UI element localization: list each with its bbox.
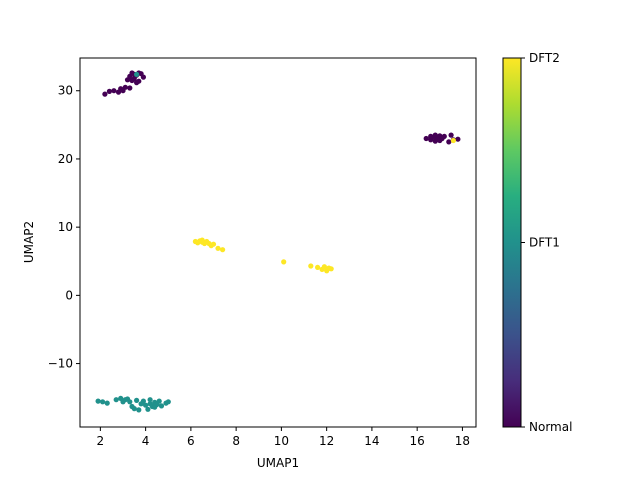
colorbar-gradient — [503, 58, 521, 427]
scatter-point-normal-33 — [455, 136, 461, 142]
x-tick-label-4: 4 — [142, 434, 150, 448]
scatter-point-normal-31 — [448, 132, 454, 138]
scatter-point-dft1-2 — [104, 400, 110, 406]
plot-background — [80, 58, 476, 427]
scatter-points — [95, 70, 461, 413]
colorbar-tick-label-dft2: DFT2 — [529, 51, 560, 65]
scatter-point-dft2-20 — [450, 137, 456, 144]
scatter-point-dft1-11 — [136, 407, 142, 413]
scatter-point-normal-29 — [428, 133, 434, 139]
x-tick-label-12: 12 — [319, 434, 334, 448]
scatter-point-dft1-23 — [138, 401, 144, 407]
y-tick-label-10: 10 — [58, 220, 73, 234]
scatter-point-normal-34 — [446, 139, 452, 145]
scatter-point-normal-6 — [120, 88, 126, 94]
scatter-point-normal-16 — [134, 80, 140, 86]
x-tick-label-6: 6 — [187, 434, 195, 448]
scatter-point-normal-17 — [129, 77, 135, 84]
scatter-point-dft1-27 — [134, 71, 140, 77]
scatter-point-normal-35 — [434, 136, 441, 142]
scatter-point-normal-30 — [432, 132, 438, 138]
scatter-point-normal-7 — [127, 85, 133, 91]
scatter-point-dft2-14 — [315, 264, 321, 270]
y-tick-label-20: 20 — [58, 152, 73, 166]
scatter-point-dft2-8 — [210, 241, 217, 247]
x-axis-label: UMAP1 — [257, 456, 299, 470]
scatter-point-dft1-0 — [95, 398, 101, 404]
scatter-point-dft1-15 — [147, 397, 153, 403]
scatter-point-dft1-3 — [113, 397, 119, 403]
scatter-point-dft1-24 — [147, 401, 153, 407]
scatter-point-dft1-19 — [156, 398, 162, 404]
scatter-point-dft1-25 — [134, 397, 140, 403]
scatter-point-dft1-14 — [145, 406, 151, 412]
scatter-point-dft2-12 — [281, 259, 287, 265]
scatter-point-normal-0 — [102, 91, 108, 97]
y-tick-label--10: −10 — [48, 357, 73, 371]
scatter-point-normal-15 — [140, 74, 146, 80]
scatter-point-dft2-11 — [206, 240, 212, 247]
x-axis-ticks: 2 4 6 8 10 12 14 16 18 — [97, 427, 470, 448]
colorbar-tick-label-normal: Normal — [529, 420, 572, 434]
scatter-point-dft1-13 — [143, 402, 149, 408]
scatter-point-dft2-10 — [220, 247, 226, 253]
y-tick-label-30: 30 — [58, 84, 73, 98]
scatter-point-dft1-26 — [152, 404, 158, 410]
x-tick-label-10: 10 — [274, 434, 289, 448]
scatter-point-dft2-13 — [308, 263, 314, 269]
scatter-point-normal-28 — [441, 133, 447, 139]
colorbar-tick-label-dft1: DFT1 — [529, 236, 560, 250]
y-axis-label: UMAP2 — [22, 221, 36, 263]
colorbar-ticks: Normal DFT1 DFT2 — [521, 51, 572, 434]
x-tick-label-16: 16 — [410, 434, 425, 448]
plot-frame — [79, 57, 477, 428]
x-tick-label-18: 18 — [455, 434, 470, 448]
scatter-point-dft2-19 — [328, 266, 334, 272]
y-axis-ticks: −10 0 10 20 30 — [48, 84, 80, 371]
scatter-point-dft1-10 — [131, 406, 137, 412]
x-tick-label-8: 8 — [232, 434, 240, 448]
scatter-point-dft1-20 — [158, 403, 165, 409]
scatter-point-dft1-1 — [100, 399, 106, 405]
scatter-point-dft2-16 — [321, 264, 327, 270]
scatter-point-dft1-22 — [165, 399, 171, 405]
scatter-point-normal-20 — [423, 135, 429, 142]
scatter-point-dft2-6 — [199, 237, 205, 243]
x-tick-label-2: 2 — [97, 434, 105, 448]
colorbar: Normal DFT1 DFT2 — [502, 51, 572, 434]
scatter-point-normal-2 — [111, 88, 117, 94]
scatter-point-dft1-8 — [127, 399, 133, 405]
scatter-point-dft2-9 — [215, 245, 221, 251]
y-tick-label-0: 0 — [65, 288, 73, 302]
x-tick-label-14: 14 — [364, 434, 379, 448]
scatter-point-normal-1 — [106, 88, 112, 94]
plot-area: 2 4 6 8 10 12 14 16 18 −10 0 10 20 30 UMAP1 UMAP2 — [22, 57, 477, 470]
